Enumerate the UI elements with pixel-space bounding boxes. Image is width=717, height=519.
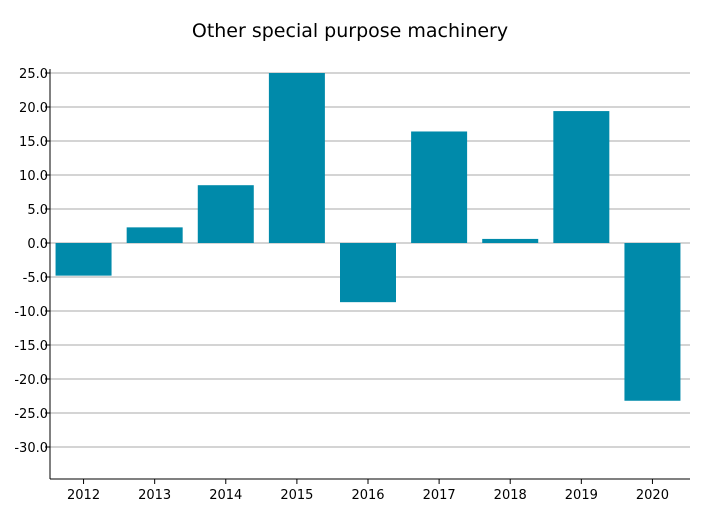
y-axis-ticks: 25.0 20.0 15.0 10.0 5.0 0.0 -5.0 -10.0 -15.0 -20.…: [14, 67, 50, 456]
x-tick-label: 2017: [423, 488, 456, 503]
bar: [624, 243, 681, 401]
y-tick-label: 15.0: [19, 135, 48, 150]
y-tick-label: 25.0: [19, 67, 48, 82]
x-tick-label: 2012: [67, 488, 100, 503]
bar: [197, 185, 254, 243]
axes: [49, 69, 690, 480]
x-tick-label: 2013: [138, 488, 171, 503]
y-tick-label: -5.0: [23, 271, 48, 286]
x-axis-ticks: 2012 2013 2014 2015 2016 2017 2018 2019 2020: [67, 479, 669, 503]
bar: [411, 131, 468, 243]
y-tick-label: -20.0: [14, 373, 48, 388]
y-tick-label: -30.0: [14, 441, 48, 456]
y-tick-label: 0.0: [27, 237, 48, 252]
bar: [126, 227, 183, 243]
bar: [55, 243, 112, 276]
bar: [268, 73, 325, 243]
x-tick-label: 2014: [209, 488, 242, 503]
bar: [482, 238, 539, 243]
bar: [340, 243, 396, 303]
y-tick-label: -10.0: [14, 305, 48, 320]
x-tick-label: 2015: [280, 488, 313, 503]
chart-title: Other special purpose machinery: [191, 20, 509, 42]
y-tick-label: 20.0: [19, 101, 48, 116]
y-tick-label: -25.0: [14, 407, 48, 422]
y-tick-label: -15.0: [14, 339, 48, 354]
y-tick-label: 10.0: [19, 169, 48, 184]
y-tick-label: 5.0: [27, 203, 48, 218]
bar: [553, 111, 610, 243]
x-tick-label: 2019: [565, 488, 598, 503]
x-tick-label: 2016: [351, 488, 384, 503]
x-tick-label: 2020: [636, 488, 669, 503]
bars: [55, 73, 681, 401]
x-tick-label: 2018: [494, 488, 527, 503]
